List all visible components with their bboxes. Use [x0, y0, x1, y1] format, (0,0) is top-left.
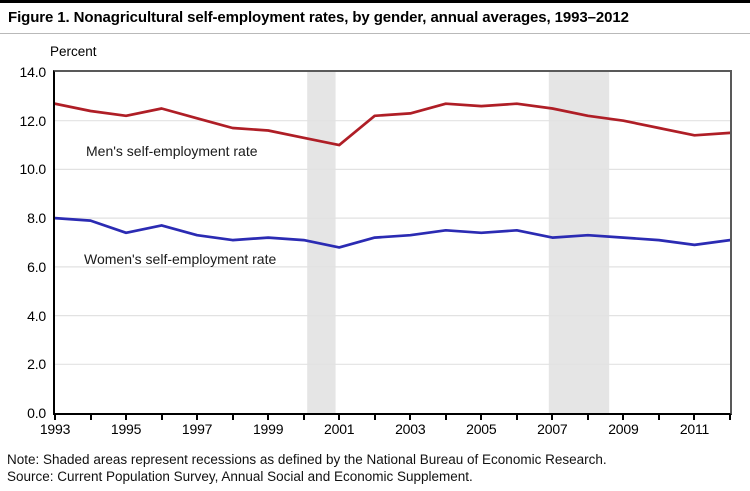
x-tick-1994 — [89, 415, 92, 420]
x-tick-label-1999: 1999 — [252, 421, 284, 437]
y-tick-label-6: 6.0 — [27, 258, 46, 275]
women-series-label: Women's self-employment rate — [84, 251, 277, 267]
y-tick-label-0: 0.0 — [27, 405, 46, 421]
y-tick-label-10: 10.0 — [19, 161, 47, 178]
x-tick-2012 — [729, 415, 731, 420]
x-tick-label-2011: 2011 — [679, 421, 710, 437]
note-text: Note: Shaded areas represent recessions … — [7, 452, 607, 467]
chart-canvas — [55, 72, 730, 413]
y-tick-label-2: 2.0 — [27, 356, 46, 373]
chart-title: Figure 1. Nonagricultural self-employmen… — [8, 9, 629, 26]
x-tick-2007 — [551, 415, 554, 420]
x-tick-1995 — [125, 415, 128, 420]
y-axis-caption: Percent — [50, 44, 97, 59]
x-tick-2001 — [338, 415, 341, 420]
x-tick-1997 — [196, 415, 199, 420]
x-tick-label-2007: 2007 — [537, 421, 568, 437]
x-tick-2011 — [693, 415, 696, 420]
x-tick-2005 — [480, 415, 483, 420]
x-tick-label-2001: 2001 — [324, 421, 355, 437]
recession-band-2 — [548, 72, 610, 413]
y-tick-label-4: 4.0 — [27, 307, 46, 324]
x-tick-label-1995: 1995 — [110, 421, 142, 437]
x-tick-2000 — [302, 415, 305, 420]
x-tick-2003 — [409, 415, 412, 420]
title-divider — [0, 33, 750, 34]
x-tick-label-2009: 2009 — [608, 421, 639, 437]
x-tick-label-2005: 2005 — [466, 421, 497, 437]
men-series-line — [55, 102, 730, 147]
y-tick-label-8: 8.0 — [27, 210, 46, 227]
x-tick-2002 — [373, 415, 376, 420]
men-series-label: Men's self-employment rate — [86, 143, 258, 159]
top-border-bar — [0, 0, 750, 3]
source-text: Source: Current Population Survey, Annua… — [7, 469, 473, 484]
x-tick-2009 — [622, 415, 625, 420]
x-tick-2008 — [586, 415, 589, 420]
x-tick-2006 — [515, 415, 518, 420]
y-tick-label-14: 14.0 — [19, 64, 47, 80]
x-tick-1993 — [54, 415, 56, 420]
x-tick-1998 — [231, 415, 234, 420]
plot-area — [53, 70, 732, 415]
x-tick-2010 — [657, 415, 660, 420]
y-tick-label-12: 12.0 — [19, 112, 47, 129]
x-tick-label-2003: 2003 — [395, 421, 426, 437]
x-tick-2004 — [444, 415, 447, 420]
x-tick-1996 — [160, 415, 163, 420]
x-tick-1999 — [267, 415, 270, 420]
x-tick-label-1997: 1997 — [181, 421, 213, 437]
women-series-line — [55, 216, 730, 249]
x-tick-label-1993: 1993 — [39, 421, 71, 437]
